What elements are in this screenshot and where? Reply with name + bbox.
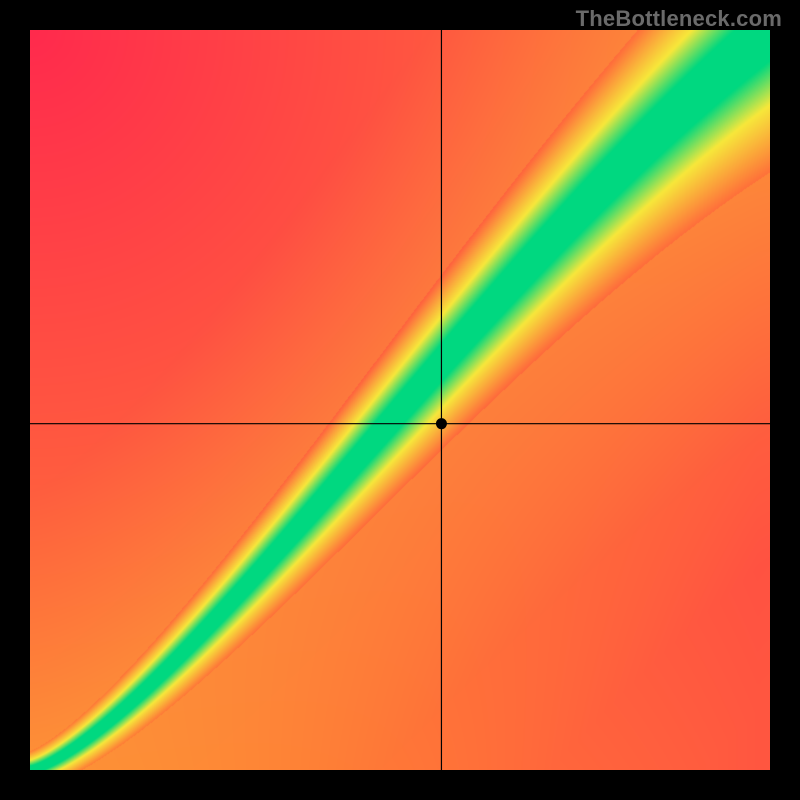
watermark-text: TheBottleneck.com <box>576 6 782 32</box>
bottleneck-heatmap <box>30 30 770 770</box>
